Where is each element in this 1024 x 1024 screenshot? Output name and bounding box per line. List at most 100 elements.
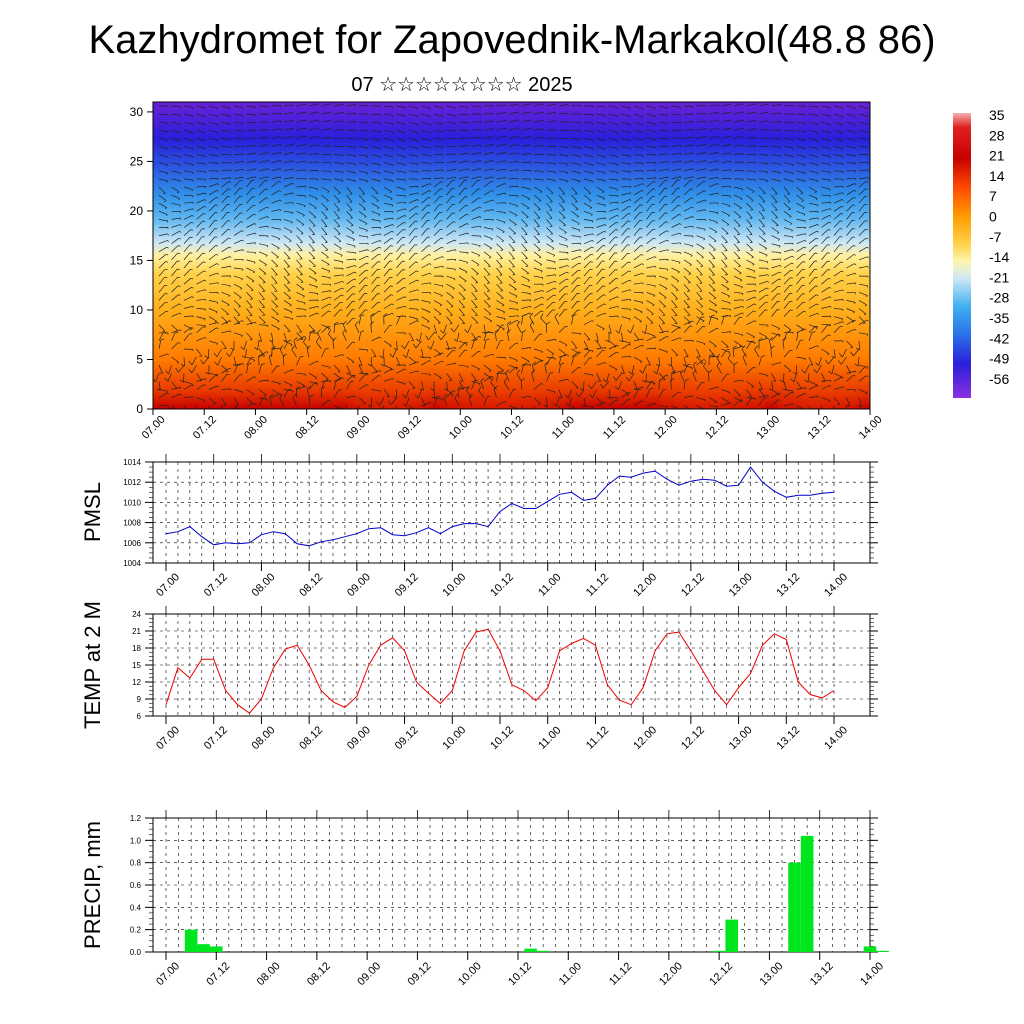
y-tick-label: 6 bbox=[137, 712, 142, 721]
y-tick-label: 1006 bbox=[123, 539, 141, 548]
colorbar-label: -21 bbox=[989, 269, 1009, 285]
y-tick-label: 1.0 bbox=[130, 836, 142, 845]
x-tick-label: 13.00 bbox=[754, 414, 782, 442]
x-tick-label: 07.12 bbox=[204, 960, 232, 988]
precip-chart: 0.0 0.2 0.4 0.6 0.8 1.0 1.2 07.00 07.12 08.00 08.1… bbox=[80, 810, 889, 988]
x-tick-label: 11.12 bbox=[607, 960, 634, 987]
y-tick-label: 10 bbox=[130, 303, 144, 317]
x-tick-label: 12.00 bbox=[631, 724, 659, 752]
y-tick-label: 0.6 bbox=[130, 881, 142, 890]
y-tick-label: 15 bbox=[132, 661, 141, 670]
y-tick-label: 1012 bbox=[123, 478, 141, 487]
precip-bar bbox=[536, 950, 550, 952]
colorbar-label: 35 bbox=[989, 107, 1005, 123]
cross-section-chart: 0 5 10 15 20 25 30 07.00 07.12 08.00 08.12 09.00 09… bbox=[130, 101, 1009, 442]
colorbar-label: -56 bbox=[989, 371, 1009, 387]
pmsl-chart: 1004 1006 1008 1010 1012 1014 07.00 07.12 08.00 0… bbox=[80, 454, 878, 599]
wind-barbs bbox=[153, 103, 869, 409]
x-tick-label: 12.12 bbox=[707, 960, 735, 988]
x-tick-label: 13.00 bbox=[727, 724, 755, 752]
x-tick-label: 10.12 bbox=[506, 960, 534, 988]
warm-surface-zone bbox=[346, 338, 433, 409]
x-tick-label: 09.12 bbox=[406, 960, 434, 988]
x-tick-label: 10.00 bbox=[440, 571, 468, 599]
x-tick-label: 07.12 bbox=[202, 571, 230, 599]
precip-bar bbox=[876, 950, 889, 952]
temp2m-grid bbox=[153, 613, 870, 717]
precip-bar bbox=[863, 946, 877, 952]
x-tick-label: 13.12 bbox=[808, 960, 836, 988]
x-tick-label: 09.00 bbox=[345, 571, 373, 599]
x-tick-label: 14.00 bbox=[822, 724, 850, 752]
x-tick-label: 08.12 bbox=[297, 571, 325, 599]
x-tick-label: 11.12 bbox=[584, 724, 611, 751]
page-subtitle: 07 ☆☆☆☆☆☆☆☆ 2025 bbox=[351, 74, 573, 96]
x-tick-label: 14.00 bbox=[857, 414, 885, 442]
x-tick-label: 12.00 bbox=[657, 960, 685, 988]
x-tick-label: 08.12 bbox=[305, 960, 333, 988]
x-tick-label: 14.00 bbox=[858, 960, 886, 988]
colorbar-label: -42 bbox=[989, 330, 1009, 346]
x-tick-label: 13.12 bbox=[806, 414, 834, 442]
x-tick-label: 08.00 bbox=[242, 414, 270, 442]
precip-bar bbox=[524, 948, 537, 952]
x-tick-label: 07.00 bbox=[154, 571, 182, 599]
x-tick-label: 08.00 bbox=[250, 571, 278, 599]
x-tick-label: 09.00 bbox=[345, 724, 373, 752]
pmsl-ylabel: PMSL bbox=[80, 482, 105, 542]
x-tick-label: 07.00 bbox=[154, 724, 182, 752]
colorbar-label: 14 bbox=[989, 168, 1005, 184]
colorbar-label: 28 bbox=[989, 127, 1005, 143]
y-tick-label: 21 bbox=[132, 627, 141, 636]
x-tick-label: 11.12 bbox=[584, 571, 611, 598]
precip-bar bbox=[800, 835, 814, 952]
x-tick-label: 09.00 bbox=[345, 414, 373, 442]
x-tick-label: 12.00 bbox=[631, 571, 659, 599]
x-tick-label: 09.12 bbox=[393, 724, 421, 752]
precip-bar bbox=[184, 929, 198, 952]
colorbar-label: 21 bbox=[989, 148, 1005, 164]
y-tick-label: 12 bbox=[132, 678, 141, 687]
x-tick-label: 08.12 bbox=[297, 724, 325, 752]
colorbar-label: -14 bbox=[989, 249, 1009, 265]
precip-bar bbox=[788, 862, 801, 952]
x-tick-label: 13.12 bbox=[774, 571, 802, 599]
temp2m-series-line bbox=[165, 628, 835, 714]
precip-bar bbox=[210, 946, 223, 952]
precip-ylabel: PRECIP, mm bbox=[80, 821, 105, 949]
precip-grid bbox=[153, 817, 871, 953]
precip-bar bbox=[725, 919, 738, 952]
x-tick-label: 10.12 bbox=[488, 571, 516, 599]
x-tick-label: 12.00 bbox=[652, 414, 680, 442]
x-tick-label: 12.12 bbox=[703, 414, 731, 442]
x-tick-label: 10.00 bbox=[440, 724, 468, 752]
y-tick-label: 20 bbox=[130, 204, 144, 218]
x-tick-label: 11.00 bbox=[550, 414, 577, 441]
temp2m-ylabel: TEMP at 2 M bbox=[80, 602, 105, 729]
x-tick-label: 13.12 bbox=[774, 724, 802, 752]
y-tick-label: 25 bbox=[130, 154, 144, 168]
colorbar-label: 0 bbox=[989, 209, 997, 225]
pmsl-grid bbox=[153, 461, 870, 564]
x-tick-label: 10.00 bbox=[447, 414, 475, 442]
warm-surface-zone bbox=[658, 338, 767, 409]
y-tick-label: 1008 bbox=[123, 519, 141, 528]
x-tick-label: 07.12 bbox=[191, 414, 219, 442]
x-tick-label: 11.12 bbox=[601, 414, 628, 441]
precip-bar bbox=[197, 944, 210, 952]
y-tick-label: 30 bbox=[130, 105, 144, 119]
y-tick-label: 15 bbox=[130, 253, 144, 267]
x-tick-label: 08.00 bbox=[255, 960, 283, 988]
x-tick-label: 10.00 bbox=[456, 960, 484, 988]
colorbar-label: -49 bbox=[989, 351, 1009, 367]
x-tick-label: 09.12 bbox=[396, 414, 424, 442]
x-tick-label: 07.12 bbox=[202, 724, 230, 752]
temp2m-chart: 6 9 12 15 18 21 24 07.00 07.12 08.00 08.12 09.00 09.… bbox=[80, 602, 878, 752]
y-tick-label: 0 bbox=[136, 402, 143, 416]
colorbar-label: -28 bbox=[989, 290, 1009, 306]
x-tick-label: 08.12 bbox=[293, 414, 321, 442]
precip-bar bbox=[712, 950, 726, 952]
y-tick-label: 0.8 bbox=[130, 859, 142, 868]
colorbar bbox=[953, 113, 971, 398]
x-tick-label: 09.00 bbox=[355, 960, 383, 988]
